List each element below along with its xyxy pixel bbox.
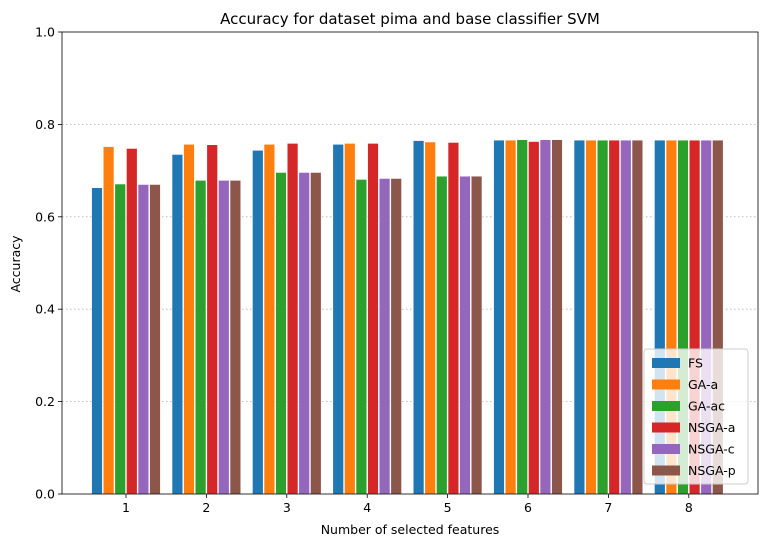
bar-ga-a-2	[183, 143, 195, 495]
legend-label-nsga-a: NSGA-a	[688, 420, 735, 435]
plot-frame	[61, 31, 759, 495]
bar-ga-ac-7	[596, 139, 609, 495]
bar-nsga-a-1	[126, 148, 138, 495]
bar-fs-3	[252, 149, 264, 495]
legend-label-nsga-c: NSGA-c	[688, 442, 735, 457]
y-tick-label: 0.4	[35, 302, 55, 317]
bar-nsga-p-7	[631, 139, 644, 495]
legend: FS GA-a GA-ac NSGA-a NSGA-c NSGA-p	[643, 348, 749, 485]
bar-ga-a-6	[504, 139, 517, 495]
bar-ga-a-7	[585, 139, 597, 495]
legend-label-nsga-p: NSGA-p	[688, 463, 736, 478]
bar-nsga-c-1	[137, 184, 150, 495]
legend-label-ga-ac: GA-ac	[688, 399, 725, 414]
bar-ga-ac-1	[114, 183, 126, 495]
y-tick-label: 0.0	[35, 487, 55, 502]
bar-ga-ac-5	[436, 175, 448, 495]
legend-swatch-ga-a	[652, 379, 680, 390]
legend-swatch-nsga-a	[652, 422, 680, 433]
bar-nsga-c-4	[378, 178, 391, 495]
bar-nsga-p-3	[310, 172, 322, 495]
x-tick-label: 3	[283, 500, 291, 515]
bar-fs-7	[573, 139, 586, 495]
y-tick-label: 0.6	[35, 209, 55, 224]
legend-label-ga-a: GA-a	[688, 377, 718, 392]
bar-fs-5	[412, 140, 425, 495]
legend-swatch-nsga-c	[652, 444, 680, 454]
bar-fs-6	[493, 139, 505, 495]
x-tick-label: 1	[122, 500, 130, 515]
y-axis-label: Accuracy	[8, 235, 23, 293]
bar-nsga-c-5	[459, 175, 471, 495]
bar-ga-ac-3	[275, 172, 287, 495]
chart-title: Accuracy for dataset pima and base class…	[220, 10, 600, 28]
bar-nsga-p-2	[229, 180, 242, 495]
bar-ga-ac-2	[194, 180, 207, 495]
bar-nsga-a-7	[608, 139, 620, 495]
bar-ga-a-4	[344, 143, 356, 495]
x-tick-label: 2	[202, 500, 210, 515]
legend-label-fs: FS	[688, 356, 703, 371]
x-tick-label: 8	[685, 500, 693, 515]
bar-nsga-p-4	[390, 178, 402, 495]
bar-nsga-p-1	[149, 184, 161, 495]
x-tick-label: 5	[444, 500, 452, 515]
bar-ga-a-5	[424, 141, 436, 495]
x-axis-label: Number of selected features	[321, 522, 500, 537]
x-tick-label: 4	[363, 500, 371, 515]
legend-swatch-ga-ac	[652, 401, 680, 411]
bar-nsga-c-6	[539, 139, 552, 495]
bar-ga-ac-4	[355, 179, 368, 495]
bar-nsga-a-4	[367, 143, 379, 495]
x-tick-label: 6	[524, 500, 532, 515]
bar-nsga-c-7	[620, 139, 632, 495]
bar-nsga-p-5	[470, 175, 483, 495]
x-tick-label: 7	[604, 500, 612, 515]
legend-swatch-nsga-p	[652, 465, 680, 476]
bar-nsga-a-3	[286, 143, 299, 495]
bar-nsga-p-6	[551, 139, 563, 495]
axes: 0.0 0.2 0.4 0.6 0.8 1.0 1 2 3 4 5 6 7 8	[35, 25, 759, 515]
bar-ga-a-1	[102, 146, 115, 495]
bar-fs-4	[332, 143, 344, 495]
bar-fs-2	[171, 154, 184, 495]
y-tick-label: 0.2	[35, 394, 55, 409]
y-tick-label: 1.0	[35, 25, 55, 40]
bar-ga-a-3	[263, 143, 276, 495]
bar-nsga-c-2	[218, 180, 230, 495]
bar-nsga-a-2	[206, 144, 218, 495]
legend-swatch-fs	[652, 358, 680, 368]
bar-fs-1	[91, 187, 103, 495]
bars	[91, 139, 724, 495]
bar-ga-ac-6	[516, 139, 528, 495]
bar-nsga-a-6	[528, 141, 540, 495]
y-tick-label: 0.8	[35, 117, 55, 132]
bar-nsga-a-5	[447, 142, 460, 495]
bar-nsga-c-3	[298, 172, 310, 495]
